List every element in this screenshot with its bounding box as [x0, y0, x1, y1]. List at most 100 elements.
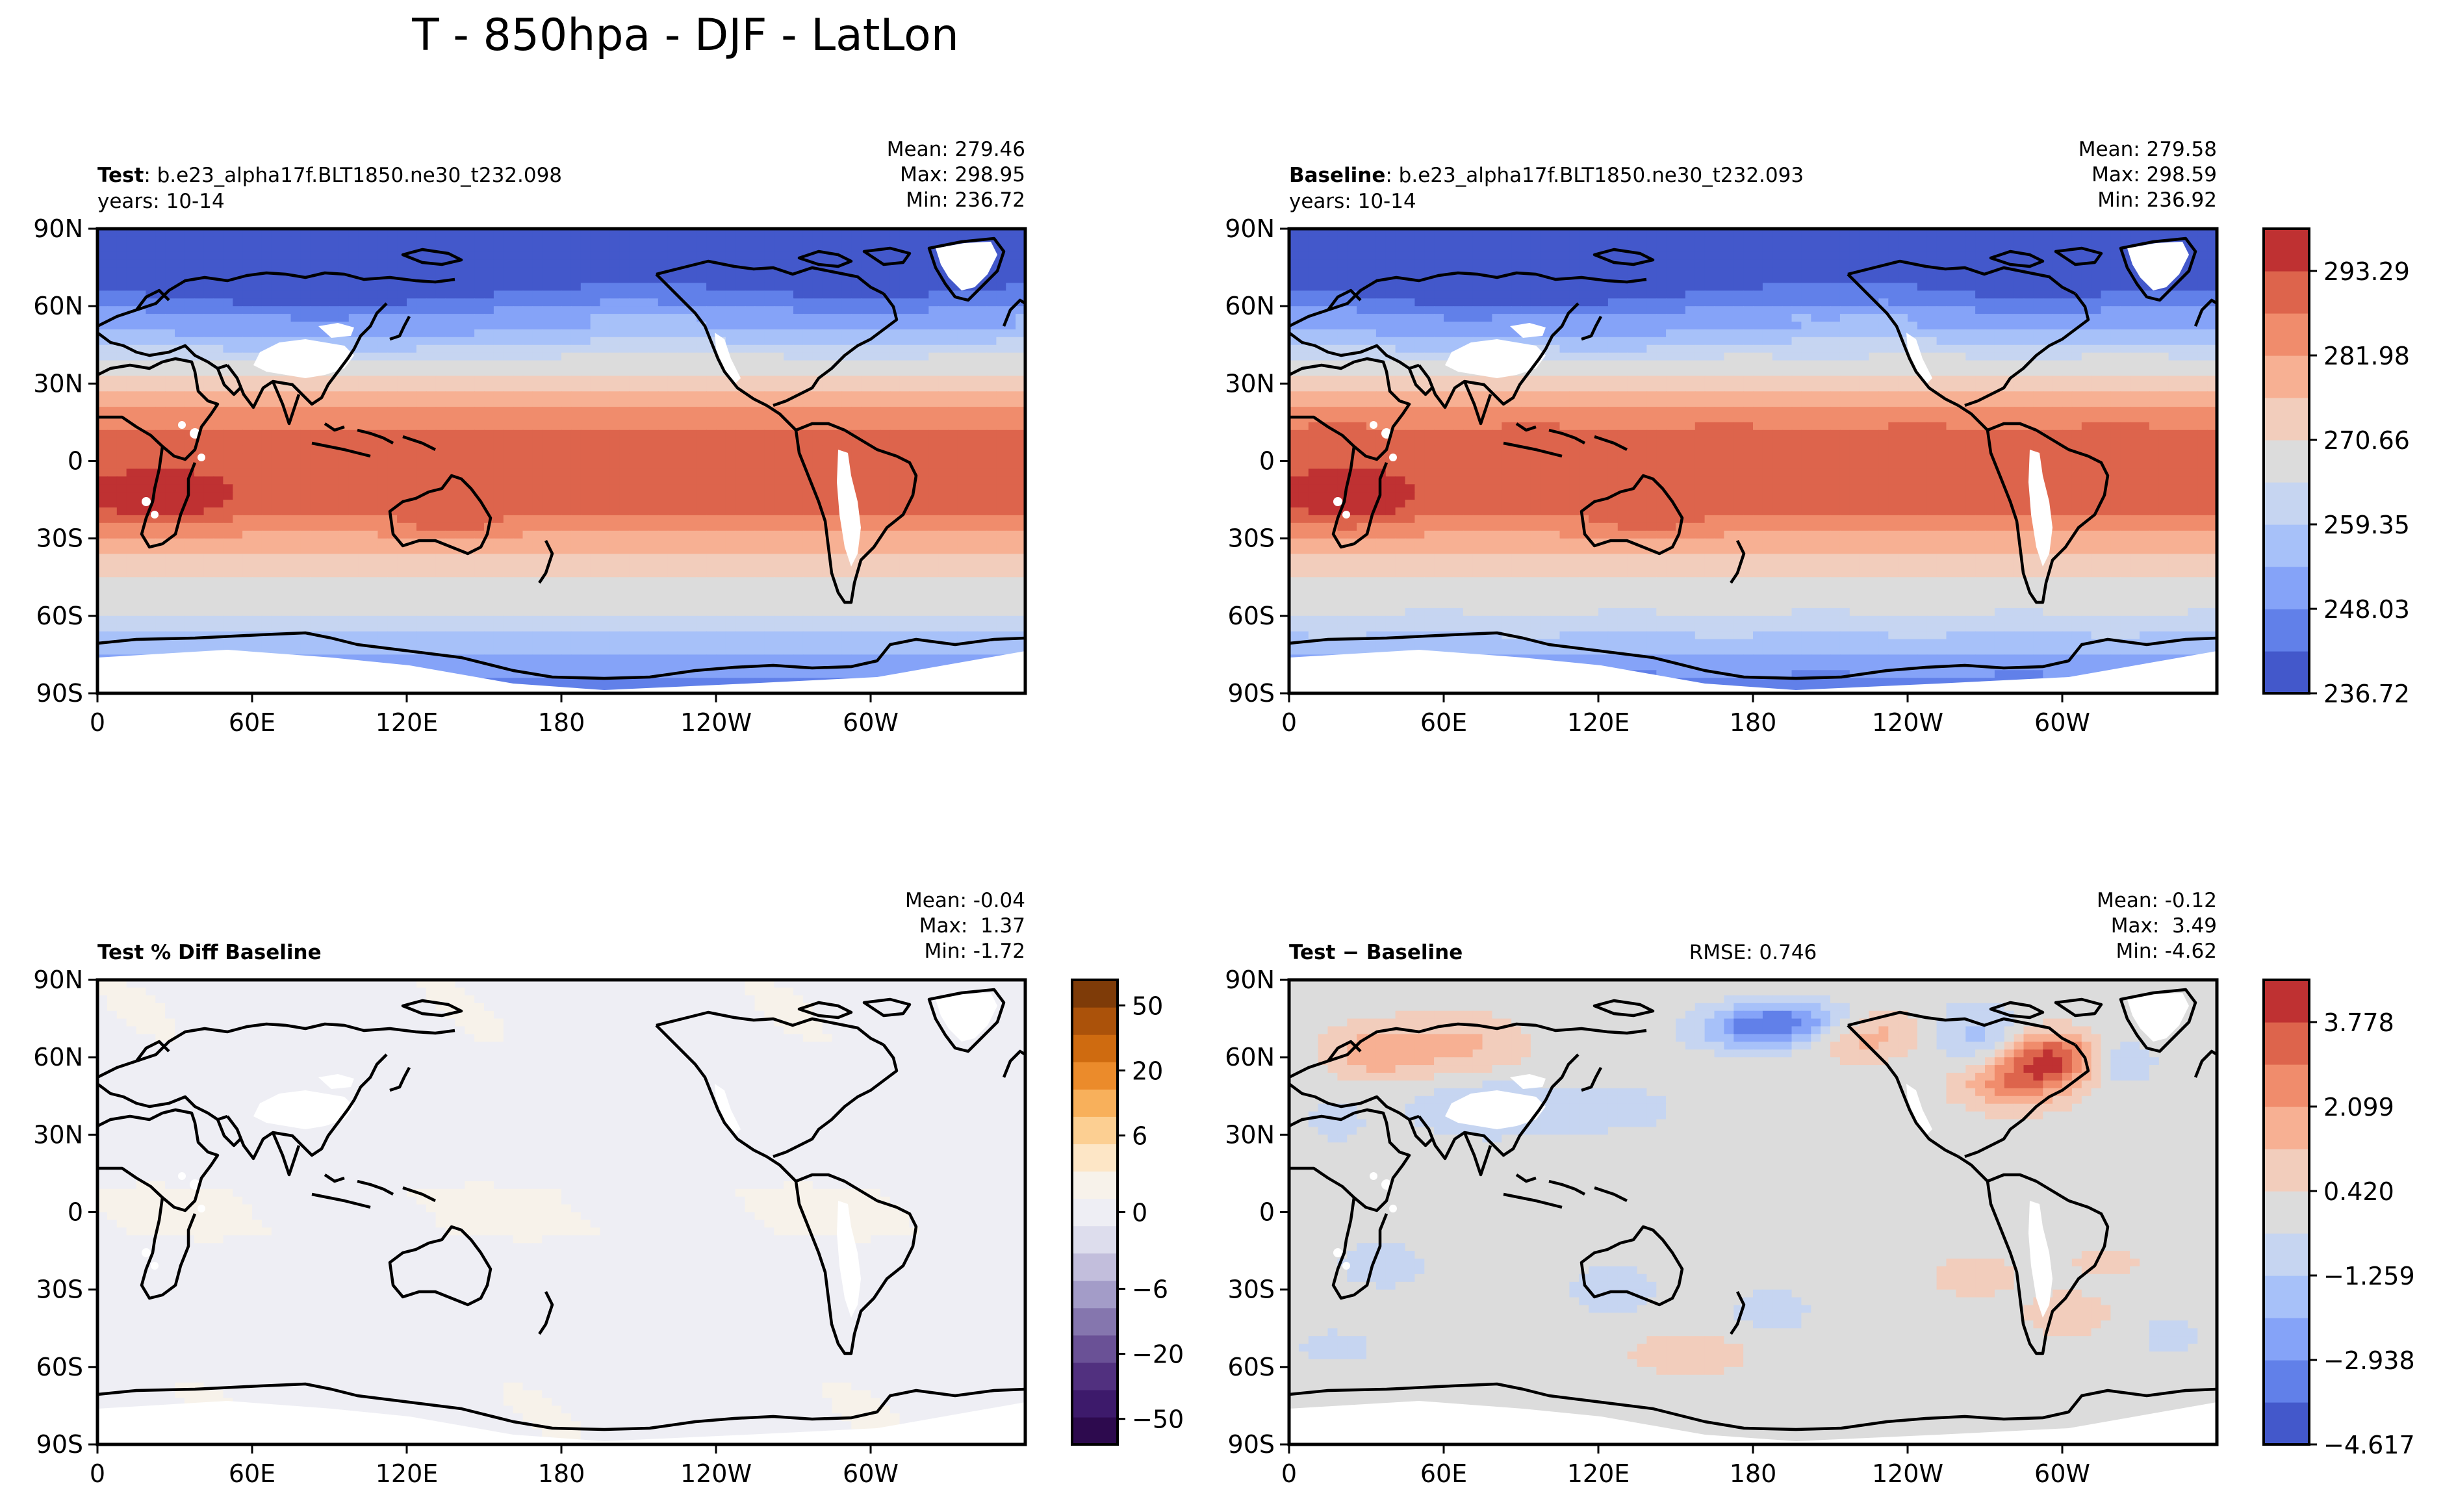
field-cell	[774, 352, 784, 361]
field-cell	[629, 251, 639, 261]
field-cell	[580, 407, 591, 415]
field-cell	[484, 368, 494, 377]
field-cell	[552, 530, 562, 539]
field-cell	[619, 314, 630, 322]
field-cell	[184, 546, 195, 555]
field-cell	[793, 383, 804, 392]
field-cell	[648, 329, 659, 338]
field-cell	[977, 569, 988, 578]
field-cell	[697, 407, 707, 415]
field-cell	[986, 623, 997, 632]
field-cell	[377, 391, 389, 400]
field-cell	[281, 229, 292, 237]
field-cell	[426, 422, 437, 431]
field-cell	[407, 585, 417, 593]
field-cell	[909, 623, 920, 632]
field-cell	[223, 500, 234, 508]
field-cell	[532, 476, 543, 485]
field-cell	[928, 376, 939, 385]
field-cell	[116, 577, 127, 585]
field-cell	[754, 546, 765, 555]
field-cell	[281, 577, 292, 585]
field-cell	[928, 623, 939, 632]
field-cell	[339, 538, 350, 547]
field-cell	[175, 383, 185, 392]
field-cell	[687, 344, 698, 353]
field-cell	[590, 546, 601, 555]
field-cell	[445, 360, 456, 369]
field-cell	[590, 585, 601, 593]
field-cell	[290, 492, 301, 500]
field-cell	[619, 623, 630, 632]
field-cell	[203, 461, 214, 470]
field-cell	[880, 546, 891, 555]
field-cell	[445, 554, 456, 563]
field-cell	[802, 283, 813, 292]
field-cell	[455, 507, 466, 516]
field-cell	[764, 429, 775, 439]
field-cell	[165, 244, 175, 253]
field-cell	[223, 608, 234, 617]
field-cell	[764, 600, 775, 609]
field-cell	[677, 352, 688, 361]
field-cell	[465, 569, 475, 578]
field-cell	[320, 468, 330, 478]
field-cell	[455, 615, 466, 624]
field-cell	[339, 577, 350, 585]
field-cell	[348, 569, 359, 578]
field-cell	[600, 322, 611, 330]
field-cell	[233, 608, 243, 617]
field-cell	[426, 399, 437, 407]
field-cell	[648, 267, 659, 276]
field-cell	[513, 476, 524, 485]
field-cell	[928, 314, 939, 322]
field-cell	[938, 306, 949, 314]
field-cell	[745, 577, 756, 585]
field-cell	[802, 507, 813, 516]
field-cell	[358, 337, 369, 346]
field-cell	[329, 306, 340, 314]
field-cell	[532, 500, 543, 508]
field-cell	[435, 329, 446, 338]
field-cell	[687, 484, 698, 493]
field-cell	[552, 407, 562, 415]
field-cell	[948, 623, 958, 632]
field-cell	[580, 344, 591, 353]
field-cell	[97, 267, 108, 276]
field-cell	[407, 259, 417, 268]
field-cell	[252, 530, 262, 539]
field-cell	[600, 399, 611, 407]
field-cell	[948, 360, 958, 369]
field-cell	[561, 407, 572, 415]
field-cell	[300, 461, 311, 470]
field-cell	[619, 554, 630, 563]
field-cell	[474, 236, 485, 245]
field-cell	[648, 507, 659, 516]
field-cell	[455, 492, 466, 500]
field-cell	[233, 445, 243, 454]
field-cell	[474, 352, 485, 361]
field-cell	[658, 337, 669, 346]
field-cell	[252, 445, 262, 454]
field-cell	[861, 344, 871, 353]
field-cell	[793, 538, 804, 547]
field-cell	[948, 492, 958, 500]
field-cell	[271, 298, 282, 307]
field-cell	[745, 600, 756, 609]
field-cell	[745, 608, 756, 617]
field-cell	[687, 314, 698, 322]
field-cell	[426, 283, 437, 292]
field-cell	[1016, 453, 1025, 462]
field-cell	[996, 337, 1007, 346]
field-cell	[407, 554, 417, 563]
field-cell	[580, 314, 591, 322]
field-cell	[1016, 267, 1025, 276]
field-cell	[146, 445, 157, 454]
field-cell	[252, 461, 262, 470]
field-cell	[667, 585, 678, 593]
field-cell	[764, 577, 775, 585]
field-cell	[233, 468, 243, 478]
field-cell	[919, 236, 930, 245]
field-cell	[871, 415, 881, 423]
field-cell	[716, 484, 726, 493]
